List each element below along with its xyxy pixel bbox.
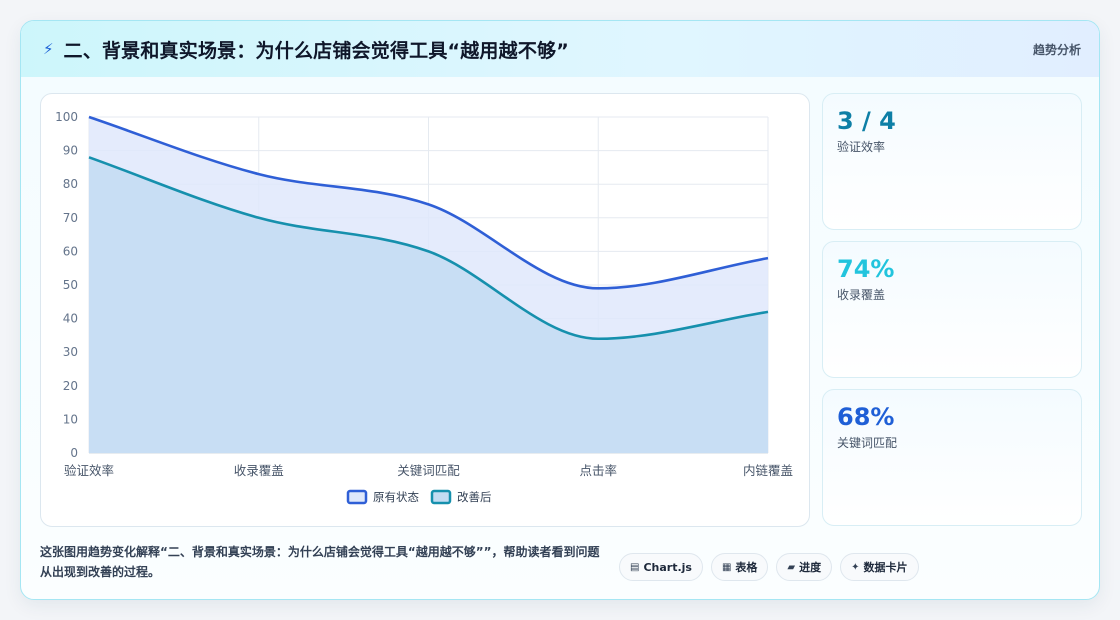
area-chart: 0 10 20 30 40 50 60 70 80 90 100 验证效率 收录覆盖 关键词匹配 点击率 内链… xyxy=(55,110,793,505)
y-tick-label: 60 xyxy=(63,244,78,258)
series-area-1 xyxy=(89,157,768,453)
y-tick-label: 30 xyxy=(63,345,78,359)
x-tick-label: 关键词匹配 xyxy=(397,463,460,478)
sparkle-icon: ✦ xyxy=(851,561,860,573)
kpi-label: 关键词匹配 xyxy=(837,436,898,450)
chip-chartjs[interactable]: ▤ Chart.js xyxy=(619,553,703,581)
kpi-value: 68% xyxy=(837,403,895,431)
y-tick-label: 0 xyxy=(70,446,78,460)
chip-label: 数据卡片 xyxy=(863,561,908,574)
x-tick-label: 验证效率 xyxy=(64,463,114,478)
series-line-1 xyxy=(88,156,769,341)
chip-row: ▤ Chart.js ▦ 表格 ▰ 进度 ✦ 数据卡片 xyxy=(619,553,919,581)
kpi-value: 3 / 4 xyxy=(837,107,896,135)
kpi-card-keyword: 68% 关键词匹配 xyxy=(822,389,1082,526)
header-tag: 趋势分析 xyxy=(1032,42,1081,57)
x-tick-label: 点击率 xyxy=(579,463,617,478)
legend-swatch-1 xyxy=(430,489,452,505)
footer-description: 这张图用趋势变化解释“二、背景和真实场景：为什么店铺会觉得工具“越用越不够””，… xyxy=(40,545,600,579)
page-title: 二、背景和真实场景：为什么店铺会觉得工具“越用越不够” xyxy=(63,39,569,62)
card-header: ⚡ 二、背景和真实场景：为什么店铺会觉得工具“越用越不够” 趋势分析 xyxy=(21,21,1099,77)
y-tick-label: 70 xyxy=(63,211,78,225)
table-icon: ▦ xyxy=(721,561,732,573)
kpi-label: 验证效率 xyxy=(837,140,886,154)
chip-label: Chart.js xyxy=(643,560,692,574)
y-tick-label: 20 xyxy=(63,379,78,393)
legend-swatch-0 xyxy=(346,489,368,505)
kpi-card-coverage: 74% 收录覆盖 xyxy=(822,241,1082,378)
y-tick-label: 50 xyxy=(63,278,78,292)
series-line-0 xyxy=(88,115,769,290)
chart-panel: 0 10 20 30 40 50 60 70 80 90 100 验证效率 收录覆盖 关键词匹配 点击率 内链… xyxy=(40,93,810,527)
y-tick-label: 40 xyxy=(63,312,78,326)
kpi-value: 74% xyxy=(837,255,895,283)
y-tick-label: 100 xyxy=(55,110,78,124)
progress-icon: ▰ xyxy=(787,561,796,573)
x-tick-label: 内链覆盖 xyxy=(743,463,793,478)
chart-icon: ▤ xyxy=(630,561,640,573)
x-tick-label: 收录覆盖 xyxy=(234,463,284,478)
title-wrap: ⚡ 二、背景和真实场景：为什么店铺会觉得工具“越用越不够” xyxy=(43,36,569,63)
chip-data-card[interactable]: ✦ 数据卡片 xyxy=(840,553,919,581)
chip-label: 进度 xyxy=(799,561,822,574)
chip-label: 表格 xyxy=(735,561,758,574)
y-tick-label: 10 xyxy=(63,412,78,426)
y-tick-label: 90 xyxy=(63,144,78,158)
kpi-label: 收录覆盖 xyxy=(837,288,886,302)
lightning-icon: ⚡ xyxy=(43,39,54,58)
y-tick-label: 80 xyxy=(63,177,78,191)
chip-progress[interactable]: ▰ 进度 xyxy=(776,553,833,581)
legend-label-1: 改善后 xyxy=(457,490,492,504)
legend-label-0: 原有状态 xyxy=(373,490,419,504)
trend-card: ⚡ 二、背景和真实场景：为什么店铺会觉得工具“越用越不够” 趋势分析 0 10 20… xyxy=(20,20,1100,600)
kpi-card-verify: 3 / 4 验证效率 xyxy=(822,93,1082,230)
chip-table[interactable]: ▦ 表格 xyxy=(710,553,769,581)
